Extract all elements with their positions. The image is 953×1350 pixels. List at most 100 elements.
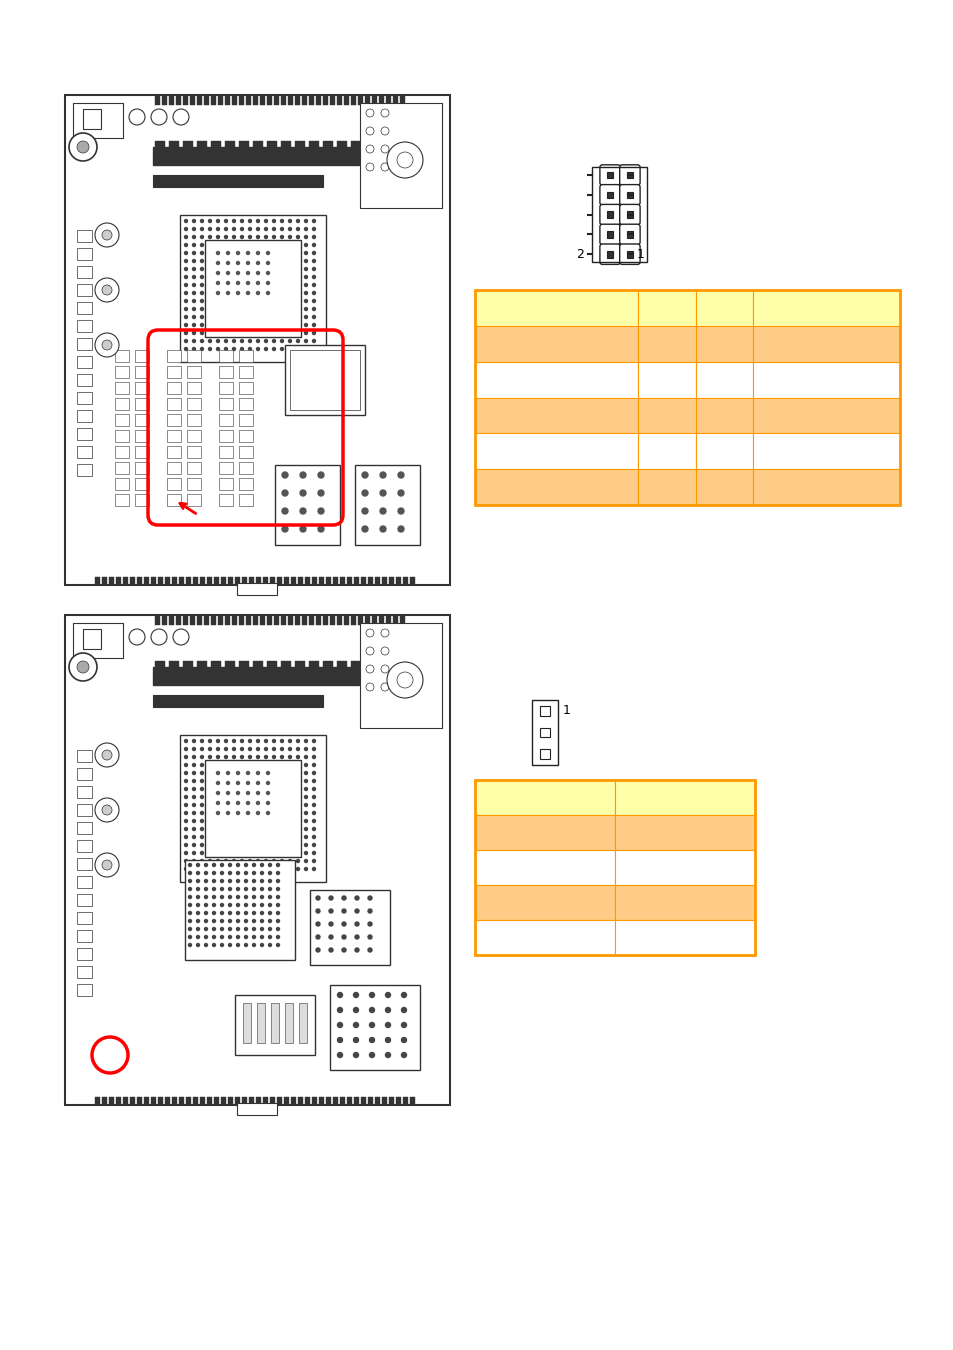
Circle shape: [216, 251, 219, 255]
Circle shape: [248, 339, 252, 343]
Circle shape: [189, 927, 192, 930]
Circle shape: [296, 292, 299, 294]
Circle shape: [273, 852, 275, 855]
Bar: [77, 464, 91, 477]
Circle shape: [240, 259, 243, 262]
Bar: [378, 662, 389, 670]
Circle shape: [268, 887, 272, 891]
Circle shape: [379, 508, 386, 514]
Bar: [297, 576, 303, 585]
Circle shape: [401, 1022, 406, 1027]
Circle shape: [216, 282, 219, 285]
Bar: [83, 109, 101, 130]
Bar: [109, 576, 113, 585]
Circle shape: [264, 852, 267, 855]
Circle shape: [209, 316, 212, 319]
Circle shape: [216, 324, 219, 327]
Bar: [183, 616, 188, 625]
Circle shape: [276, 936, 279, 938]
Bar: [606, 231, 613, 238]
Bar: [218, 95, 223, 105]
Bar: [402, 1098, 408, 1106]
Text: 2: 2: [576, 247, 583, 261]
Circle shape: [200, 795, 203, 798]
Circle shape: [240, 756, 243, 759]
Bar: [752, 397, 899, 433]
Circle shape: [273, 332, 275, 335]
Circle shape: [264, 228, 267, 231]
Circle shape: [264, 324, 267, 327]
Bar: [253, 140, 263, 148]
Circle shape: [264, 339, 267, 343]
Bar: [255, 1098, 261, 1106]
Circle shape: [273, 316, 275, 319]
Circle shape: [273, 811, 275, 814]
Circle shape: [236, 251, 239, 255]
Circle shape: [264, 828, 267, 830]
Circle shape: [361, 472, 368, 478]
Circle shape: [240, 828, 243, 830]
Circle shape: [233, 811, 235, 814]
Circle shape: [213, 895, 215, 899]
Circle shape: [329, 896, 333, 900]
Bar: [347, 576, 352, 585]
Bar: [695, 433, 752, 470]
Bar: [368, 576, 373, 585]
Circle shape: [256, 779, 259, 783]
Circle shape: [313, 284, 315, 286]
Circle shape: [380, 629, 389, 637]
Circle shape: [288, 228, 292, 231]
Circle shape: [268, 879, 272, 883]
Circle shape: [184, 308, 188, 310]
Circle shape: [200, 836, 203, 838]
Circle shape: [240, 220, 243, 223]
Circle shape: [280, 259, 283, 262]
Circle shape: [313, 844, 315, 846]
Circle shape: [296, 316, 299, 319]
Circle shape: [268, 919, 272, 922]
Circle shape: [184, 803, 188, 806]
Circle shape: [233, 235, 235, 239]
Circle shape: [264, 764, 267, 767]
Bar: [315, 95, 320, 105]
Circle shape: [200, 347, 203, 351]
Circle shape: [200, 779, 203, 783]
Bar: [137, 1098, 142, 1106]
Circle shape: [273, 259, 275, 262]
Circle shape: [233, 292, 235, 294]
Circle shape: [273, 220, 275, 223]
Bar: [355, 464, 419, 545]
Bar: [288, 95, 293, 105]
Circle shape: [379, 490, 386, 495]
Bar: [267, 140, 276, 148]
Bar: [333, 576, 337, 585]
Circle shape: [313, 795, 315, 798]
Circle shape: [268, 895, 272, 899]
Bar: [228, 1098, 233, 1106]
Circle shape: [193, 868, 195, 871]
Bar: [323, 95, 328, 105]
Bar: [211, 662, 221, 670]
Circle shape: [248, 300, 252, 302]
Circle shape: [209, 868, 212, 871]
Circle shape: [313, 852, 315, 855]
Circle shape: [216, 220, 219, 223]
Circle shape: [248, 819, 252, 822]
Bar: [357, 95, 363, 105]
FancyBboxPatch shape: [599, 165, 619, 185]
Circle shape: [280, 316, 283, 319]
Circle shape: [385, 1053, 390, 1057]
Bar: [175, 616, 181, 625]
Circle shape: [280, 787, 283, 791]
Bar: [115, 431, 129, 441]
Circle shape: [304, 756, 307, 759]
Bar: [167, 414, 181, 427]
Circle shape: [216, 308, 219, 310]
Circle shape: [226, 802, 230, 805]
Bar: [232, 95, 236, 105]
Circle shape: [288, 251, 292, 255]
Circle shape: [256, 235, 259, 239]
Circle shape: [236, 802, 239, 805]
Circle shape: [236, 811, 239, 814]
Bar: [271, 1003, 278, 1044]
